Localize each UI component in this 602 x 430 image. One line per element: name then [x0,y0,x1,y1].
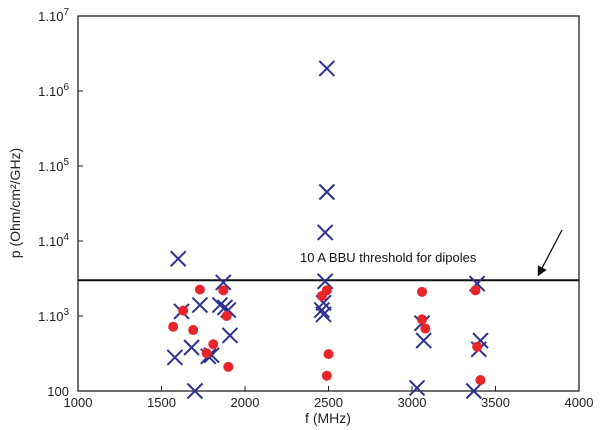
y-tick-label: 1.103 [38,307,69,324]
x-marker-point [318,183,336,201]
dot-marker-point [221,311,232,321]
dot-marker-point [178,305,189,316]
x-marker-point [318,60,336,77]
dot-marker-point [168,321,179,332]
dot-marker-point [188,325,199,336]
x-marker-point [186,382,204,400]
dot-marker-point [475,375,486,386]
dot-marker-point [208,339,219,350]
x-marker-point [316,224,334,241]
dot-marker-point [194,284,205,295]
x-marker-point [215,274,232,291]
dot-marker-point [470,285,481,296]
dot-marker-point [323,349,334,360]
dot-marker-point [417,314,428,325]
threshold-arrow [537,229,563,277]
dot-marker-point [321,370,332,381]
x-tick-label: 3000 [398,395,427,410]
x-tick-label: 1500 [147,395,176,410]
x-marker-point [465,382,482,400]
y-tick-label: 1.107 [38,7,69,24]
y-tick-label: 100 [47,384,69,399]
y-tick-label: 1.106 [38,82,69,99]
dot-marker-point [417,286,428,297]
x-tick-label: 4000 [565,395,594,410]
dot-marker-point [223,361,234,372]
dot-marker-point [201,348,212,359]
x-marker-point [211,296,229,314]
x-marker-point [191,296,209,314]
x-marker-point [166,349,184,366]
x-marker-point [183,339,200,356]
x-marker-point [316,273,334,290]
dot-marker-point [472,341,483,352]
x-tick-label: 3500 [481,395,510,410]
x-marker-point [315,306,332,323]
x-tick-label: 2000 [231,395,260,410]
dot-marker-point [420,323,431,334]
x-marker-point [169,250,187,267]
threshold-label: 10 A BBU threshold for dipoles [300,250,477,265]
x-tick-label: 2500 [314,395,343,410]
plot-frame [77,15,580,392]
x-marker-point [313,301,331,319]
x-marker-point [408,379,426,397]
y-tick-label: 1.105 [38,157,69,174]
x-axis-label: f (MHz) [305,410,351,426]
x-marker-point [415,332,432,349]
dot-marker-point [321,285,332,296]
x-tick-label: 1000 [64,395,93,410]
y-axis-label: p (Ohm/cm²/GHz) [7,148,23,258]
y-tick-label: 1.104 [38,232,69,249]
x-marker-point [221,327,239,344]
dot-marker-point [218,285,229,296]
